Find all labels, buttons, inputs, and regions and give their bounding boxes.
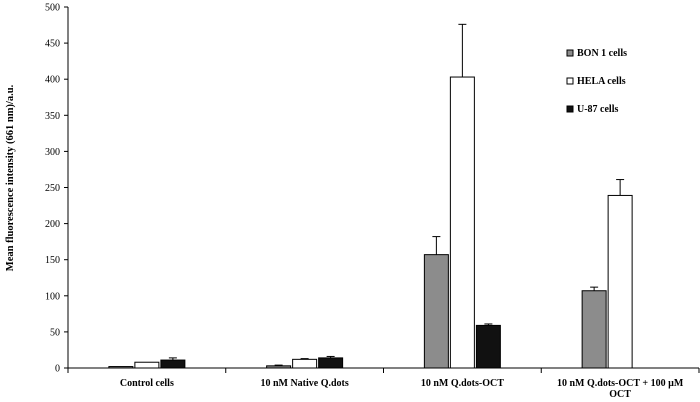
axes (67, 7, 700, 373)
y-tick-label: 450 (45, 39, 60, 50)
bars (108, 76, 633, 369)
legend-swatch (566, 105, 574, 113)
legend-label: U-87 cells (577, 104, 618, 115)
bar (292, 358, 318, 369)
legend-label: BON 1 cells (577, 48, 627, 59)
legend: BON 1 cells HELA cells U-87 cells (566, 48, 627, 115)
y-tick-label: 200 (45, 219, 60, 230)
x-category-label: OCT (609, 389, 631, 400)
bar (449, 76, 475, 369)
x-category-label: 10 nM Q.dots-OCT + 100 µM (557, 378, 684, 389)
bar (607, 194, 633, 369)
y-tick-label: 500 (45, 3, 60, 14)
bar (160, 359, 186, 369)
y-tick-label: 50 (50, 327, 60, 338)
y-tick-label: 0 (55, 364, 60, 375)
x-category-label: 10 nM Q.dots-OCT (421, 378, 504, 389)
bar (475, 324, 501, 369)
x-axis-categories: Control cells 10 nM Native Q.dots 10 nM Q.… (120, 378, 684, 400)
y-axis-ticks: 0 50 100 150 200 250 300 350 400 450 500 (45, 3, 68, 375)
y-tick-label: 350 (45, 111, 60, 122)
legend-label: HELA cells (577, 76, 626, 87)
error-bars (168, 23, 625, 366)
y-tick-label: 150 (45, 255, 60, 266)
y-tick-label: 250 (45, 183, 60, 194)
bar (318, 357, 344, 369)
bar (134, 361, 160, 369)
y-tick-label: 300 (45, 147, 60, 158)
bar (581, 290, 607, 369)
x-category-label: Control cells (120, 378, 174, 389)
bar (423, 254, 449, 369)
y-axis-title: Mean fluorescence intensity (661 nm)/a.u… (5, 84, 16, 271)
x-category-label: 10 nM Native Q.dots (260, 378, 348, 389)
legend-swatch (566, 77, 574, 85)
legend-swatch (566, 49, 574, 57)
y-tick-label: 400 (45, 75, 60, 86)
y-tick-label: 100 (45, 291, 60, 302)
